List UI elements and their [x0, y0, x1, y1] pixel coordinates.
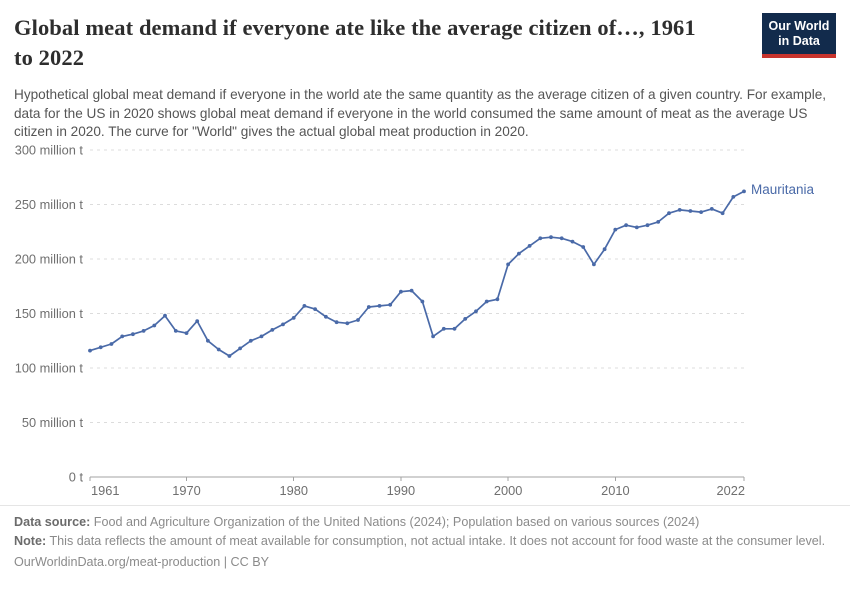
data-point-1967[interactable] [152, 323, 157, 328]
data-point-2021[interactable] [731, 195, 736, 199]
data-point-1972[interactable] [206, 338, 210, 343]
data-point-1985[interactable] [345, 321, 350, 326]
y-axis-label-250: 250 million t [15, 197, 84, 212]
x-axis-label-1980: 1980 [279, 483, 307, 498]
x-axis-label-1990: 1990 [387, 483, 415, 498]
data-point-2003[interactable] [538, 236, 543, 241]
data-point-1970[interactable] [184, 331, 189, 335]
data-point-2019[interactable] [709, 207, 714, 211]
citation-url-link[interactable]: OurWorldinData.org/meat-production [14, 555, 221, 569]
y-axis-label-100: 100 million t [15, 361, 84, 376]
y-axis-label-200: 200 million t [15, 252, 84, 267]
data-point-2020[interactable] [720, 211, 725, 216]
data-point-1963[interactable] [109, 342, 114, 346]
data-point-1998[interactable] [484, 299, 489, 304]
data-point-1989[interactable] [388, 302, 393, 307]
data-point-1996[interactable] [463, 317, 468, 321]
data-source-line: Data source: Food and Agriculture Organi… [14, 513, 836, 531]
data-point-2013[interactable] [645, 223, 650, 228]
y-axis-label-300: 300 million t [15, 143, 84, 158]
data-point-1992[interactable] [420, 299, 425, 304]
data-point-2004[interactable] [549, 235, 553, 240]
data-point-1990[interactable] [399, 289, 403, 294]
data-point-1979[interactable] [281, 322, 285, 327]
data-point-1961[interactable] [88, 348, 92, 353]
note-label: Note: [14, 534, 47, 548]
series-label-mauritania[interactable]: Mauritania [751, 182, 815, 198]
y-axis-label-150: 150 million t [15, 306, 84, 321]
data-point-1969[interactable] [173, 329, 178, 333]
data-point-2006[interactable] [570, 239, 575, 244]
data-point-1966[interactable] [141, 329, 146, 333]
data-point-1978[interactable] [270, 328, 275, 332]
data-point-1995[interactable] [452, 326, 457, 331]
data-point-2011[interactable] [624, 223, 628, 228]
owid-logo-line1: Our World [768, 19, 830, 33]
license-link[interactable]: CC BY [230, 555, 270, 569]
y-axis-label-50: 50 million t [22, 415, 84, 430]
data-point-2015[interactable] [667, 211, 671, 216]
data-source-label: Data source: [14, 515, 91, 529]
data-point-1999[interactable] [495, 297, 500, 302]
x-axis-label-1961: 1961 [91, 483, 119, 498]
data-point-1987[interactable] [366, 305, 371, 309]
note-text: This data reflects the amount of meat av… [46, 534, 826, 548]
chart-subtitle: Hypothetical global meat demand if every… [14, 87, 827, 139]
data-point-2002[interactable] [527, 244, 532, 248]
data-point-2014[interactable] [656, 220, 661, 224]
data-point-1980[interactable] [291, 316, 296, 320]
chart-footer: Data source: Food and Agriculture Organi… [0, 505, 850, 572]
data-point-2022[interactable] [742, 189, 746, 194]
data-point-1971[interactable] [195, 319, 200, 323]
citation-separator: | [220, 555, 231, 569]
page-title-line2: to 2022 [14, 45, 85, 70]
data-point-1983[interactable] [324, 314, 328, 319]
data-point-2010[interactable] [613, 227, 618, 232]
x-axis-label-2000: 2000 [494, 483, 522, 498]
owid-logo[interactable]: Our World in Data [762, 13, 836, 58]
page-title-line1: Global meat demand if everyone ate like … [14, 15, 696, 40]
page-title: Global meat demand if everyone ate like … [14, 13, 804, 73]
y-axis-label-0: 0 t [69, 470, 84, 485]
data-point-1974[interactable] [227, 354, 232, 358]
data-point-1962[interactable] [98, 345, 103, 350]
data-point-2008[interactable] [592, 262, 596, 267]
data-point-1994[interactable] [441, 326, 446, 331]
data-point-2001[interactable] [517, 251, 521, 256]
data-point-2017[interactable] [688, 209, 693, 213]
x-axis-label-2010: 2010 [601, 483, 629, 498]
line-mauritania[interactable] [89, 190, 745, 357]
data-point-1965[interactable] [131, 332, 135, 337]
data-point-1986[interactable] [356, 318, 360, 322]
data-point-1964[interactable] [120, 334, 125, 339]
data-point-1973[interactable] [216, 347, 221, 352]
data-point-2007[interactable] [581, 245, 586, 249]
x-axis-label-1970: 1970 [172, 483, 200, 498]
data-point-1977[interactable] [259, 334, 264, 339]
data-source-text: Food and Agriculture Organization of the… [90, 515, 700, 529]
citation-line: OurWorldinData.org/meat-production | CC … [14, 553, 836, 571]
data-point-1976[interactable] [248, 338, 253, 343]
data-point-1968[interactable] [163, 313, 167, 318]
data-point-2009[interactable] [602, 247, 607, 252]
data-point-2005[interactable] [559, 236, 564, 241]
data-point-1982[interactable] [313, 307, 317, 311]
note-line: Note: This data reflects the amount of m… [14, 532, 836, 550]
data-point-1984[interactable] [334, 320, 339, 325]
data-point-1993[interactable] [431, 334, 435, 339]
data-point-2000[interactable] [506, 262, 510, 267]
data-point-2016[interactable] [677, 208, 682, 212]
x-axis-label-2022: 2022 [717, 483, 745, 498]
data-point-1991[interactable] [409, 288, 414, 293]
data-point-1981[interactable] [302, 304, 307, 308]
owid-logo-line2: in Data [778, 34, 820, 48]
data-point-1975[interactable] [238, 346, 243, 351]
data-point-1997[interactable] [474, 309, 478, 314]
data-point-2012[interactable] [634, 225, 639, 230]
data-point-1988[interactable] [377, 304, 382, 308]
data-point-2018[interactable] [699, 210, 703, 215]
